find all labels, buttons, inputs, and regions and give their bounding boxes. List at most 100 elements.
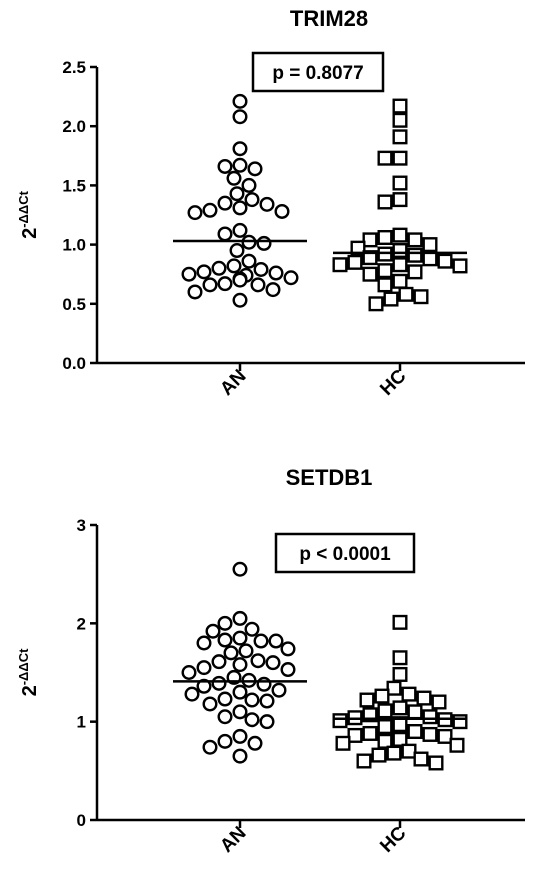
data-point-hc — [362, 232, 378, 248]
data-point-an — [241, 253, 257, 269]
y-axis-label: 2-ΔΔCt — [16, 190, 41, 239]
data-point-an — [232, 141, 248, 157]
data-point-hc — [437, 253, 453, 269]
data-point-hc — [431, 694, 447, 710]
data-point-an — [181, 665, 197, 681]
data-point-an — [202, 202, 218, 218]
y-tick-label: 1.0 — [62, 236, 86, 255]
data-point-an — [196, 635, 212, 651]
data-point-hc — [359, 692, 375, 708]
data-point-hc — [392, 243, 408, 259]
data-point-hc — [392, 650, 408, 666]
data-point-an — [217, 158, 233, 174]
data-point-hc — [347, 254, 363, 270]
x-category-label-hc: HC — [376, 822, 410, 856]
data-point-an — [253, 633, 269, 649]
data-point-hc — [392, 150, 408, 166]
data-point-an — [244, 192, 260, 208]
data-point-an — [256, 676, 272, 692]
data-point-an — [232, 610, 248, 626]
data-point-an — [265, 282, 281, 298]
data-point-hc — [422, 726, 438, 742]
data-point-hc — [362, 725, 378, 741]
data-point-an — [232, 704, 248, 720]
data-point-hc — [392, 175, 408, 191]
data-point-hc — [407, 232, 423, 248]
y-tick-label: 2 — [77, 614, 86, 633]
p-value-box — [274, 532, 416, 574]
data-point-hc — [422, 237, 438, 253]
data-point-an — [247, 735, 263, 751]
data-point-an — [232, 657, 248, 673]
data-point-an — [244, 692, 260, 708]
data-point-an — [232, 109, 248, 125]
data-point-an — [184, 686, 200, 702]
data-point-hc — [377, 703, 393, 719]
data-point-hc — [422, 709, 438, 725]
data-point-an — [217, 226, 233, 242]
data-point-hc — [392, 700, 408, 716]
data-point-hc — [401, 743, 417, 759]
y-axis-label-base: 2 — [19, 685, 41, 696]
data-point-hc — [401, 686, 417, 702]
data-point-an — [250, 653, 266, 669]
chart-title: SETDB1 — [286, 465, 373, 490]
data-point-an — [202, 739, 218, 755]
data-point-an — [217, 632, 233, 648]
y-axis-label-exponent: -ΔΔCt — [16, 190, 31, 227]
data-point-hc — [377, 194, 393, 210]
data-point-an — [259, 693, 275, 709]
data-point-an — [232, 222, 248, 238]
data-point-hc — [413, 751, 429, 767]
data-point-hc — [452, 258, 468, 274]
data-point-an — [265, 655, 281, 671]
data-point-hc — [386, 680, 402, 696]
data-point-hc — [332, 713, 348, 729]
y-tick-label: 1 — [77, 713, 86, 732]
y-tick-label: 3 — [77, 516, 86, 535]
data-point-hc — [392, 129, 408, 145]
data-point-an — [247, 161, 263, 177]
p-value-box — [251, 51, 385, 93]
p-value-annotation: p = 0.8077 — [272, 63, 363, 84]
data-point-an — [232, 630, 248, 646]
data-point-an — [217, 195, 233, 211]
data-point-hc — [350, 240, 366, 256]
data-point-an — [232, 272, 248, 288]
data-point-an — [196, 678, 212, 694]
y-axis-label-base: 2 — [19, 228, 41, 239]
data-point-hc — [398, 286, 414, 302]
data-point-an — [244, 621, 260, 637]
data-point-an — [223, 645, 239, 661]
data-point-hc — [452, 714, 468, 730]
x-category-label-an: AN — [216, 823, 250, 857]
data-point-an — [217, 691, 233, 707]
data-point-an — [226, 170, 242, 186]
y-tick-label: 1.5 — [62, 176, 86, 195]
data-point-an — [232, 200, 248, 216]
data-point-hc — [392, 666, 408, 682]
data-point-hc — [392, 614, 408, 630]
data-point-an — [232, 728, 248, 744]
data-point-hc — [356, 753, 372, 769]
data-point-hc — [377, 719, 393, 735]
x-category-label-hc: HC — [376, 365, 410, 399]
data-point-hc — [407, 704, 423, 720]
data-point-an — [256, 235, 272, 251]
data-point-an — [211, 675, 227, 691]
data-point-hc — [386, 745, 402, 761]
data-point-hc — [416, 690, 432, 706]
data-point-an — [205, 623, 221, 639]
data-point-hc — [347, 727, 363, 743]
data-point-an — [232, 684, 248, 700]
data-point-an — [232, 157, 248, 173]
data-point-hc — [392, 273, 408, 289]
data-point-an — [202, 696, 218, 712]
data-point-hc — [407, 247, 423, 263]
y-tick-label: 0.5 — [62, 295, 86, 314]
data-point-hc — [407, 264, 423, 280]
y-tick-label: 0.0 — [62, 354, 86, 373]
data-point-an — [268, 633, 284, 649]
data-point-an — [187, 284, 203, 300]
